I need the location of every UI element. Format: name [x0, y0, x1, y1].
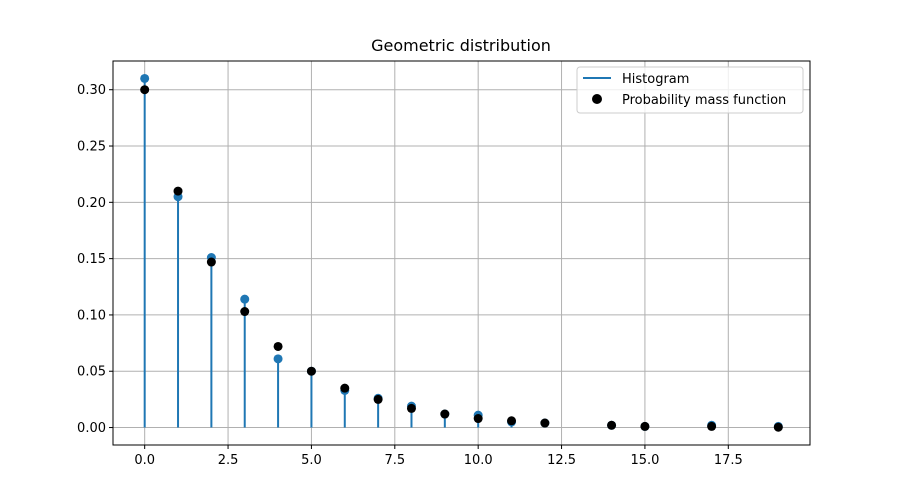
x-tick-label: 2.5 [218, 453, 239, 468]
pmf-point [306, 366, 316, 376]
pmf-point [773, 422, 783, 432]
histogram-point [240, 294, 250, 304]
y-tick-label: 0.10 [77, 308, 106, 323]
pmf-point [273, 341, 283, 351]
pmf-point [406, 403, 416, 413]
pmf-point [507, 416, 517, 426]
pmf-point [440, 409, 450, 419]
x-tick-label: 5.0 [301, 453, 322, 468]
x-axis-ticks: 0.0 2.5 5.0 7.5 10.0 12.5 15.0 17.5 [134, 445, 743, 468]
pmf-point [640, 421, 650, 431]
y-tick-label: 0.15 [77, 252, 106, 267]
x-tick-label: 0.0 [134, 453, 155, 468]
chart-title: Geometric distribution [371, 36, 551, 55]
legend-pmf-swatch [592, 94, 602, 104]
axes-frame [112, 60, 811, 446]
pmf-point [173, 186, 183, 196]
pmf-markers [140, 85, 783, 432]
pmf-point [206, 257, 216, 267]
pmf-point [473, 414, 483, 424]
pmf-point [340, 383, 350, 393]
grid [113, 61, 810, 445]
x-tick-label: 12.5 [547, 453, 576, 468]
y-tick-label: 0.30 [77, 83, 106, 98]
x-tick-label: 15.0 [630, 453, 659, 468]
pmf-point [240, 307, 250, 317]
histogram-point [140, 73, 150, 83]
y-tick-label: 0.20 [77, 196, 106, 211]
x-tick-label: 10.0 [464, 453, 493, 468]
y-tick-label: 0.25 [77, 140, 106, 155]
pmf-point [373, 394, 383, 404]
y-tick-label: 0.05 [77, 365, 106, 380]
y-tick-label: 0.00 [77, 421, 106, 436]
legend-pmf-label: Probability mass function [622, 93, 786, 108]
pmf-point [707, 421, 717, 431]
x-tick-label: 7.5 [384, 453, 405, 468]
legend-histogram-label: Histogram [622, 72, 689, 87]
histogram-stems [143, 78, 780, 428]
pmf-point [607, 420, 617, 430]
pmf-point [140, 85, 150, 95]
pmf-point [540, 418, 550, 428]
plot-area [113, 61, 810, 445]
x-tick-label: 17.5 [714, 453, 743, 468]
y-axis-ticks: 0.00 0.05 0.10 0.15 0.20 0.25 0.30 [77, 83, 113, 436]
histogram-point [273, 354, 283, 364]
legend-box [576, 66, 804, 114]
legend: Histogram Probability mass function [576, 66, 804, 114]
